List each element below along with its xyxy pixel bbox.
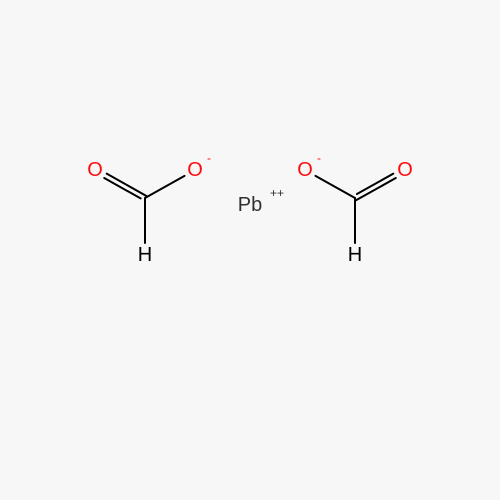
atom-O3: O (297, 159, 313, 181)
atom-Pb: Pb (238, 194, 262, 216)
charge-O3: - (317, 151, 321, 165)
atom-H2: H (348, 244, 362, 266)
atom-H1: H (138, 244, 152, 266)
atom-O1: O (87, 159, 103, 181)
molecule-diagram: OO-HPb++O-OH (0, 0, 500, 500)
atom-O2: O (187, 159, 203, 181)
atom-O4: O (397, 159, 413, 181)
charge-O2: - (207, 151, 211, 165)
canvas-background (0, 0, 500, 500)
charge-Pb: ++ (270, 186, 284, 200)
